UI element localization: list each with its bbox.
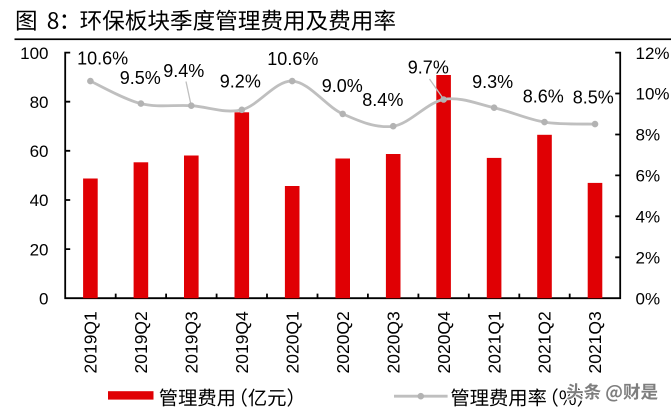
svg-text:4%: 4% — [636, 208, 661, 227]
svg-text:2021Q1: 2021Q1 — [484, 311, 504, 373]
svg-text:2021Q2: 2021Q2 — [535, 311, 555, 373]
svg-text:6%: 6% — [636, 167, 661, 186]
svg-text:2019Q4: 2019Q4 — [232, 311, 252, 374]
svg-text:60: 60 — [30, 142, 49, 161]
svg-text:12%: 12% — [636, 44, 670, 63]
svg-text:9.4%: 9.4% — [163, 61, 204, 81]
svg-text:2021Q3: 2021Q3 — [585, 311, 605, 373]
svg-text:10%: 10% — [636, 85, 670, 104]
svg-text:0: 0 — [39, 289, 48, 308]
svg-text:2019Q2: 2019Q2 — [131, 311, 151, 373]
svg-text:2019Q3: 2019Q3 — [182, 311, 202, 373]
svg-text:2020Q1: 2020Q1 — [282, 311, 302, 373]
svg-text:0%: 0% — [636, 289, 661, 308]
svg-text:8.4%: 8.4% — [362, 90, 403, 110]
svg-text:2020Q3: 2020Q3 — [383, 311, 403, 373]
svg-text:8.6%: 8.6% — [523, 86, 564, 106]
svg-text:8%: 8% — [636, 126, 661, 145]
svg-text:9.7%: 9.7% — [408, 58, 449, 78]
svg-text:100: 100 — [20, 44, 48, 63]
svg-text:9.3%: 9.3% — [472, 72, 513, 92]
svg-text:2%: 2% — [636, 249, 661, 268]
svg-text:9.5%: 9.5% — [120, 68, 161, 88]
svg-text:40: 40 — [30, 191, 49, 210]
svg-text:10.6%: 10.6% — [267, 49, 318, 69]
svg-text:2020Q2: 2020Q2 — [333, 311, 353, 373]
svg-text:2019Q1: 2019Q1 — [81, 311, 101, 373]
svg-text:9.0%: 9.0% — [322, 76, 363, 96]
svg-text:20: 20 — [30, 240, 49, 259]
svg-text:2020Q4: 2020Q4 — [434, 311, 454, 374]
svg-text:10.6%: 10.6% — [77, 49, 128, 69]
svg-text:80: 80 — [30, 93, 49, 112]
svg-text:8.5%: 8.5% — [573, 87, 614, 107]
svg-text:9.2%: 9.2% — [220, 71, 261, 91]
